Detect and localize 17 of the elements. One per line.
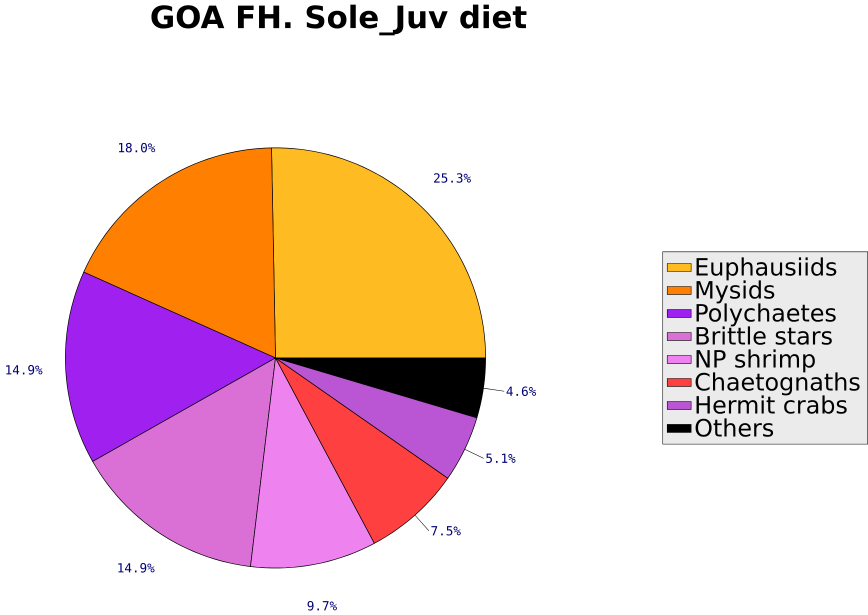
chart-title: GOA FH. Sole_Juv diet xyxy=(151,4,526,36)
legend-label: NP shrimp xyxy=(696,349,815,372)
legend-label: Brittle stars xyxy=(696,326,832,345)
data-label: 14.9% xyxy=(118,562,155,572)
legend-label: Others xyxy=(696,418,774,437)
legend-label: Mysids xyxy=(696,280,774,304)
data-label: 25.3% xyxy=(434,173,471,183)
data-label: 9.7% xyxy=(308,600,337,610)
legend-label: Euphausiids xyxy=(696,257,836,280)
data-label: 5.1% xyxy=(486,454,516,463)
legend-label: Chaetognaths xyxy=(696,372,860,396)
data-label: 7.5% xyxy=(431,526,461,536)
data-label: 14.9% xyxy=(6,364,42,374)
legend-label: Hermit crabs xyxy=(696,395,847,414)
data-label: 4.6% xyxy=(506,386,536,396)
data-label: 18.0% xyxy=(118,142,156,152)
legend-label: Polychaetes xyxy=(696,303,836,326)
